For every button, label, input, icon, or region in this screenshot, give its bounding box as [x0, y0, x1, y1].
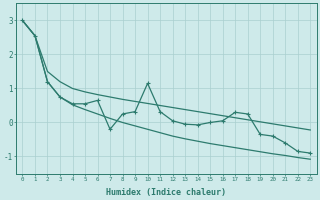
X-axis label: Humidex (Indice chaleur): Humidex (Indice chaleur) — [106, 188, 226, 197]
